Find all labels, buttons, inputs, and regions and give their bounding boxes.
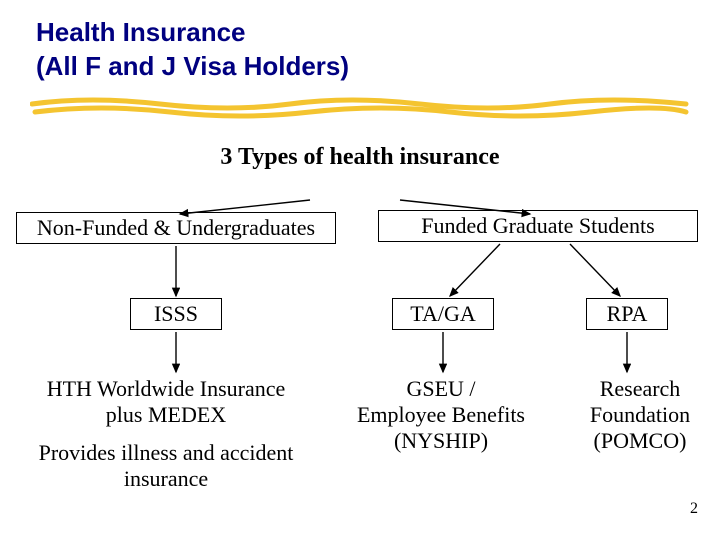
arrow-layer: [0, 0, 720, 540]
arrow: [570, 244, 620, 296]
page-number: 2: [690, 500, 698, 518]
arrow: [180, 200, 310, 214]
arrow: [450, 244, 500, 296]
arrow: [400, 200, 530, 214]
